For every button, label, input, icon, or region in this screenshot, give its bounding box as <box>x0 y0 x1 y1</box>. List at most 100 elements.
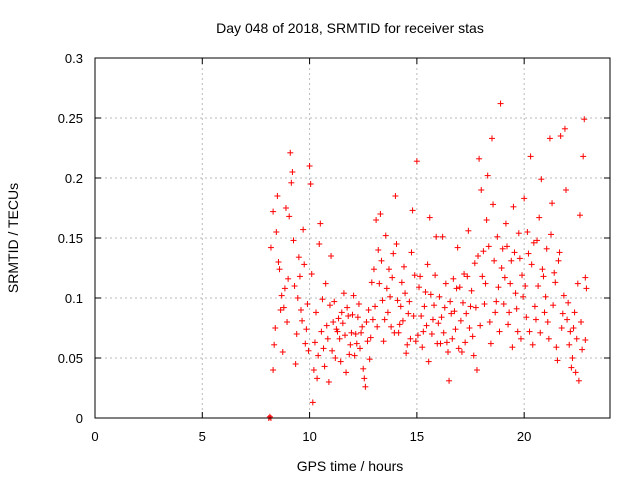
data-point <box>456 284 463 291</box>
data-point <box>387 293 394 300</box>
x-tick-label: 10 <box>302 429 316 444</box>
data-point <box>495 284 502 291</box>
data-point <box>557 133 564 139</box>
x-tick-label: 15 <box>410 429 424 444</box>
data-point <box>565 299 572 306</box>
data-point <box>540 273 547 280</box>
data-point <box>368 279 375 286</box>
data-point <box>560 292 567 299</box>
data-point <box>535 283 542 289</box>
data-point <box>498 265 505 271</box>
data-point <box>313 309 320 316</box>
data-point <box>452 326 459 333</box>
data-point <box>298 307 304 313</box>
data-point <box>453 285 460 292</box>
data-point <box>569 355 576 361</box>
data-point <box>413 158 420 165</box>
data-point <box>353 340 360 347</box>
data-point <box>455 345 462 352</box>
data-point <box>295 254 302 261</box>
y-tick-label: 0.25 <box>58 111 83 126</box>
data-point <box>364 338 371 345</box>
data-point <box>497 100 504 107</box>
data-point <box>345 313 352 319</box>
data-point <box>402 290 409 297</box>
data-point <box>352 331 359 337</box>
data-point <box>323 322 330 329</box>
data-point <box>427 291 434 298</box>
data-point <box>302 340 309 347</box>
data-point <box>266 413 273 420</box>
y-axis-label: SRMTID / TECUs <box>5 183 21 293</box>
data-point <box>396 321 403 328</box>
data-point <box>403 350 410 357</box>
data-point <box>521 195 528 202</box>
data-point <box>417 273 424 280</box>
data-point <box>559 310 566 317</box>
data-point <box>493 298 500 305</box>
data-point <box>354 314 361 321</box>
data-point <box>394 297 401 304</box>
data-point <box>465 227 472 234</box>
y-tick-label: 0.3 <box>65 51 83 66</box>
data-point <box>299 317 306 324</box>
data-point <box>355 301 362 307</box>
data-point <box>279 349 286 355</box>
data-point <box>288 179 295 186</box>
data-point <box>311 339 318 346</box>
data-point <box>531 303 538 310</box>
ticks: 0 5 10 15 20 0 0.05 0.1 0.15 0.2 0.25 0.3 <box>58 51 610 444</box>
data-point <box>549 200 556 207</box>
data-point <box>561 125 568 132</box>
data-point <box>418 313 425 319</box>
data-point <box>509 344 516 351</box>
data-point <box>357 345 364 352</box>
data-point <box>401 263 407 270</box>
data-point <box>287 149 294 156</box>
data-point <box>392 193 399 199</box>
data-point <box>338 309 345 316</box>
data-point <box>340 290 347 297</box>
data-point <box>433 233 440 240</box>
data-point <box>435 320 442 327</box>
data-point <box>519 272 526 279</box>
data-point <box>517 335 524 342</box>
data-point <box>380 338 387 345</box>
plot-frame <box>94 57 611 419</box>
data-point <box>339 320 346 327</box>
data-point <box>267 244 274 251</box>
data-point <box>494 233 501 240</box>
data-point <box>285 275 292 282</box>
data-point <box>582 274 589 281</box>
x-axis-label: GPS time / hours <box>297 458 404 474</box>
data-point <box>319 296 326 303</box>
data-point <box>491 257 498 264</box>
data-point <box>558 325 565 331</box>
data-point <box>306 163 313 169</box>
data-point <box>316 241 323 247</box>
chart-title: Day 048 of 2018, SRMTID for receiver sta… <box>216 20 484 36</box>
data-point <box>554 357 561 364</box>
data-point <box>568 364 575 371</box>
data-point <box>437 340 444 347</box>
data-point <box>508 257 515 264</box>
data-point <box>488 135 495 142</box>
data-point <box>524 229 531 235</box>
data-point <box>398 279 405 286</box>
data-point <box>344 304 351 311</box>
data-point <box>451 308 458 315</box>
data-point <box>512 290 519 297</box>
data-point <box>358 329 365 336</box>
data-point <box>406 298 413 305</box>
data-point <box>280 304 287 311</box>
data-point <box>360 365 367 372</box>
data-point <box>541 309 548 316</box>
data-point <box>369 316 376 323</box>
data-point <box>450 275 457 282</box>
x-tick-label: 20 <box>517 429 531 444</box>
data-point <box>300 226 307 233</box>
data-point <box>578 319 585 325</box>
data-point <box>478 187 485 193</box>
data-point <box>382 232 389 239</box>
data-point <box>331 298 338 305</box>
